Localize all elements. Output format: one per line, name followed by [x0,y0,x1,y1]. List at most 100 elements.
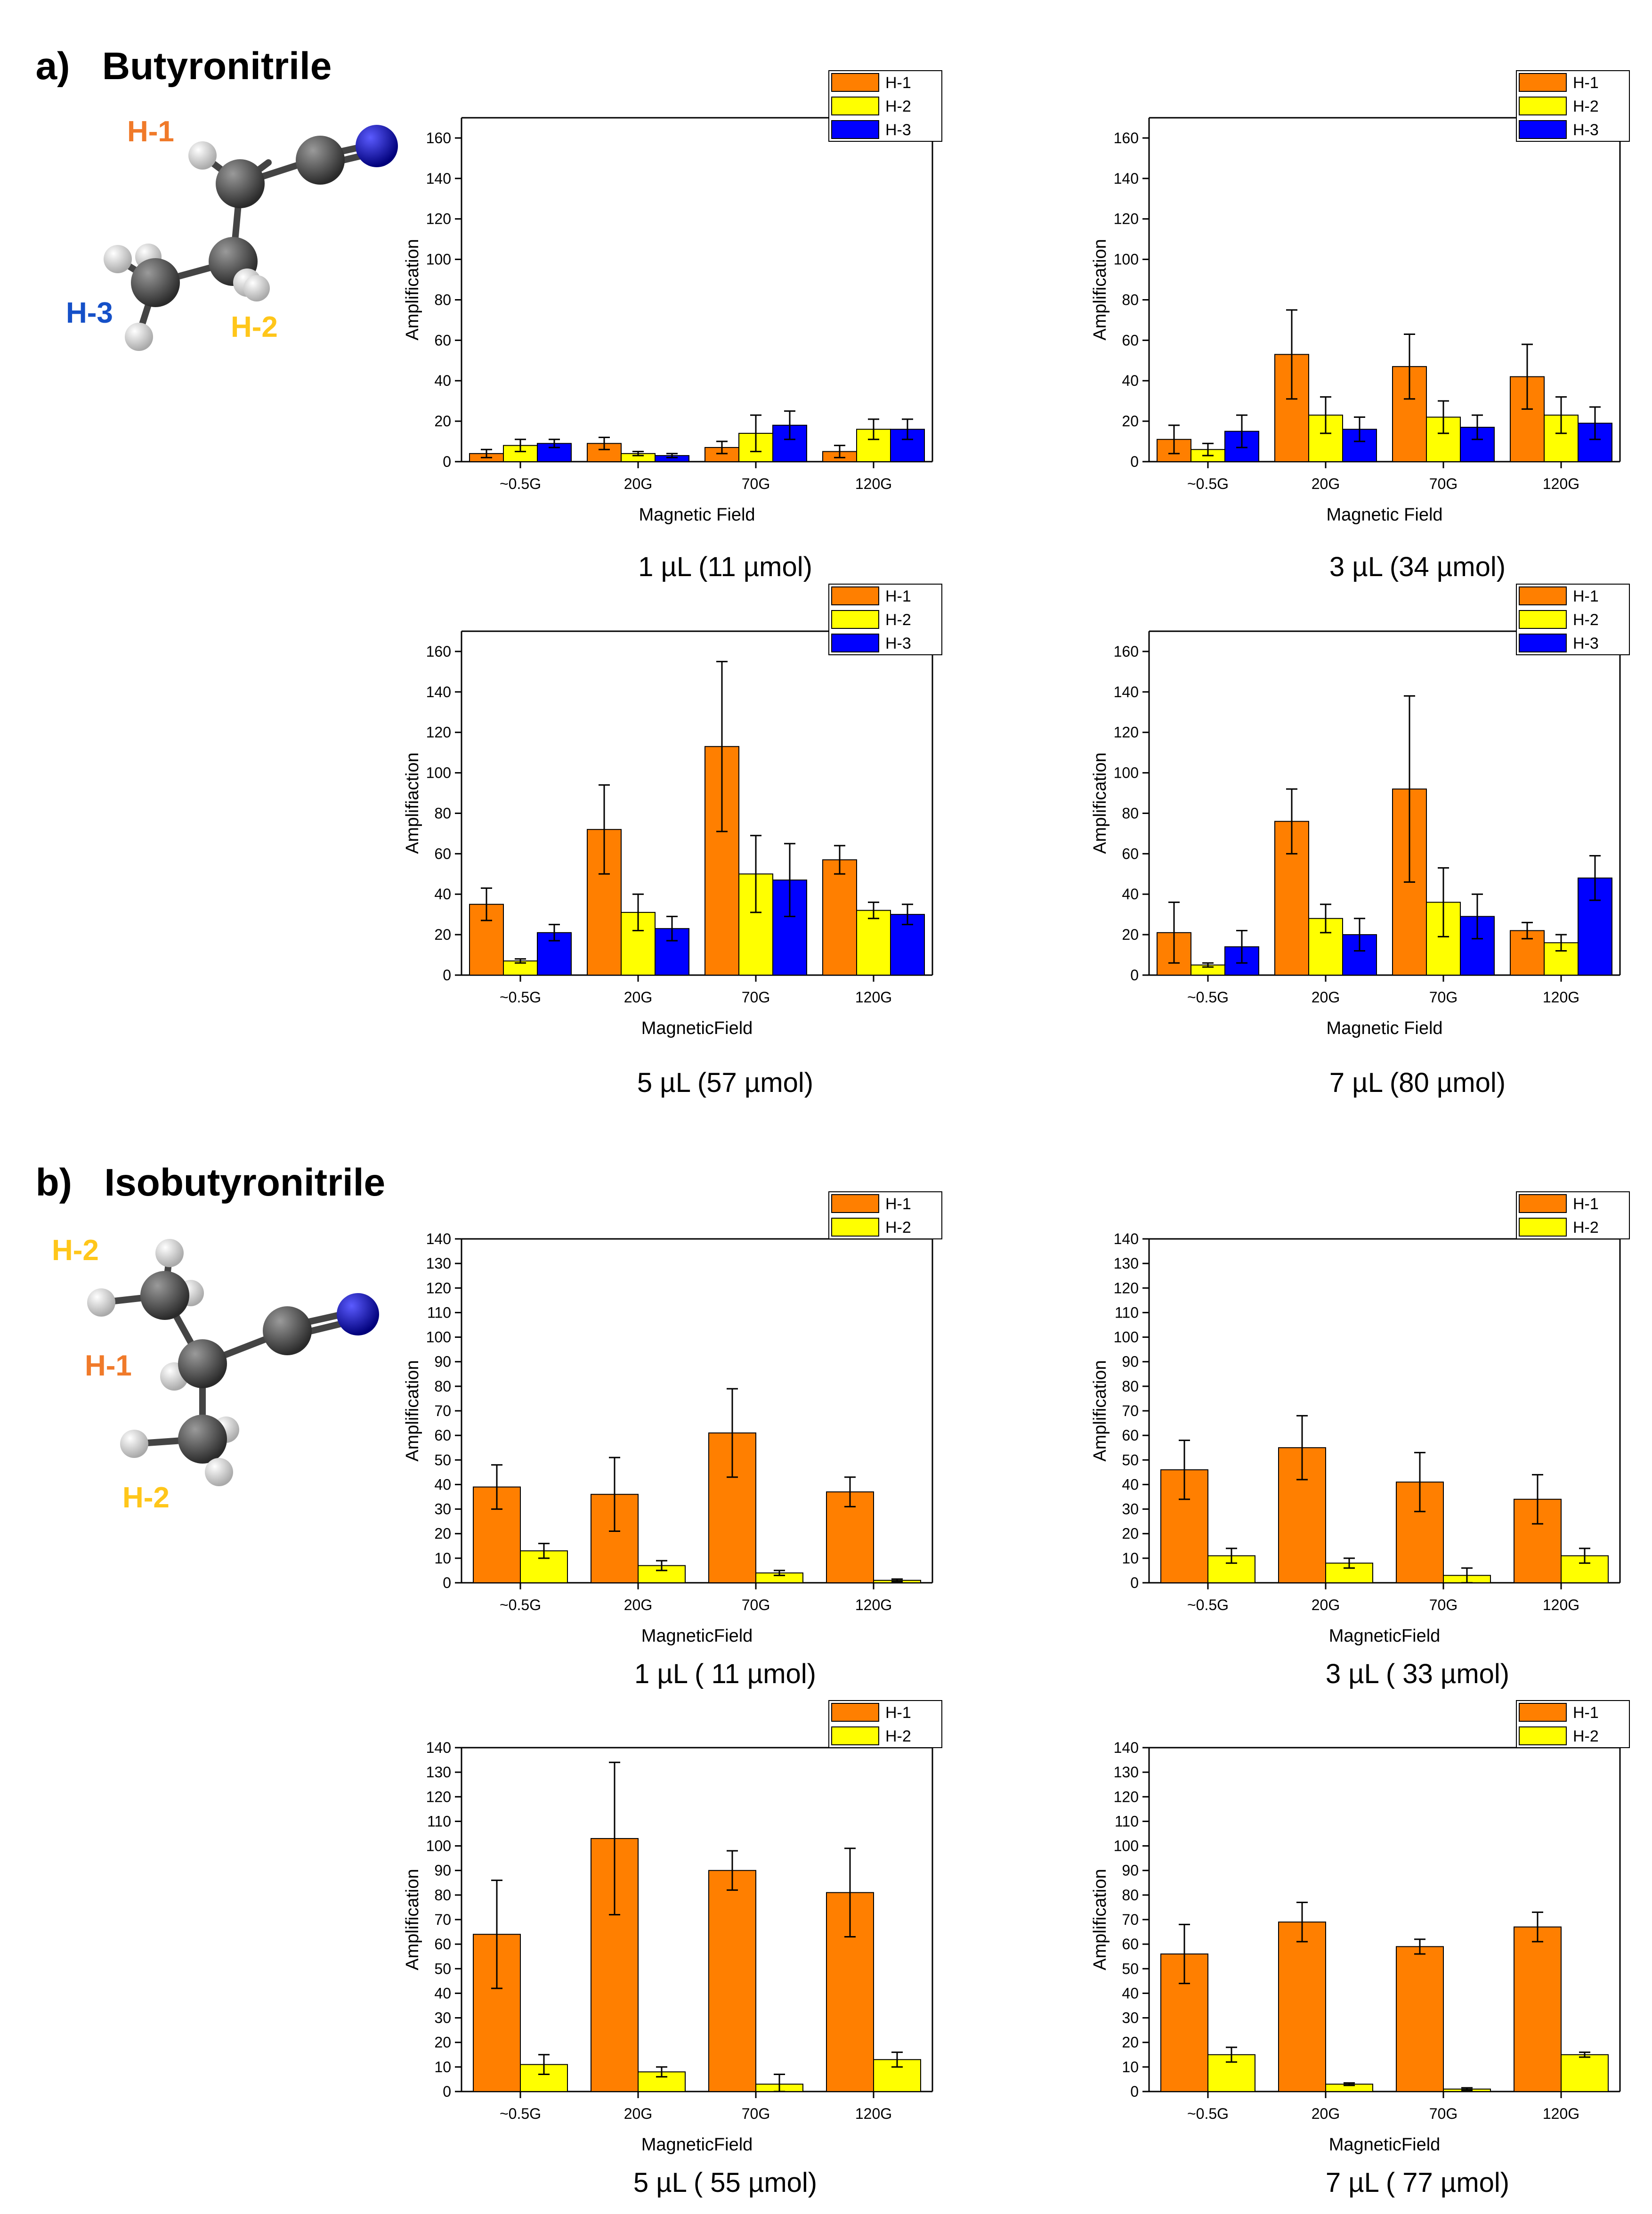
y-tick-label: 20 [1122,1525,1139,1542]
y-tick-label: 100 [1114,251,1139,268]
y-tick-label: 100 [426,251,451,268]
y-tick-label: 0 [443,1574,451,1591]
y-tick-label: 100 [426,765,451,781]
y-tick-label: 90 [1122,1353,1139,1370]
x-tick-label: 120G [1543,2105,1579,2122]
bar-h-1-70g [708,1870,756,2092]
y-tick-label: 120 [1114,1788,1139,1805]
y-axis-label: Amplification [1090,1360,1110,1461]
y-tick-label: 130 [426,1764,451,1781]
x-tick-label: 20G [1312,1596,1340,1613]
y-tick-label: 20 [434,2034,451,2051]
legend-swatch-h-1 [831,1703,879,1722]
legend-label-h-3: H-3 [1573,121,1599,139]
x-tick-label: 70G [1429,475,1458,492]
molecule-label-h1: H-1 [127,115,174,148]
chart-a2: 0 20 40 60 80 100 120 140 160 ~0.5G 20G 70G 120G Magn… [1090,70,1630,525]
section-a-title: Butyronitrile [102,45,332,88]
y-tick-label: 120 [426,724,451,741]
caption-b3: 5 µL ( 55 µmol) [633,2167,818,2198]
x-tick-label: ~0.5G [1187,1596,1229,1613]
y-axis-label: Amplification [1090,1869,1110,1970]
x-tick-label: ~0.5G [500,989,541,1006]
x-tick-label: 120G [1543,989,1579,1006]
y-tick-label: 20 [1122,413,1139,430]
bar-h-1-120g [1514,1926,1562,2092]
legend-label-h-2: H-2 [885,1219,911,1237]
y-tick-label: 0 [1130,453,1139,470]
legend-label-h-1: H-1 [1573,1195,1599,1213]
y-tick-label: 140 [426,1230,451,1247]
legend-swatch-h-2 [1519,97,1567,115]
y-tick-label: 110 [1115,1304,1139,1321]
y-tick-label: 60 [434,1427,451,1444]
y-tick-label: 60 [434,1936,451,1953]
y-tick-label: 0 [443,453,451,470]
y-tick-label: 30 [1122,1501,1139,1518]
y-tick-label: 50 [434,1960,451,1977]
x-tick-label: 70G [1429,989,1458,1006]
molecule-label-h3: H-3 [66,297,113,329]
x-tick-label: 120G [855,989,892,1006]
x-tick-label: 70G [742,989,770,1006]
x-tick-label: ~0.5G [1187,475,1229,492]
legend-swatch-h-2 [1519,1726,1567,1745]
x-tick-label: ~0.5G [1187,989,1229,1006]
section-b-title: Isobutyronitrile [104,1161,386,1204]
chart-b1: 0 10 20 30 40 50 60 70 80 90 100 110 120 130 140 ~0.5G 2… [403,1191,942,1646]
y-tick-label: 20 [434,1525,451,1542]
y-tick-label: 60 [1122,1427,1139,1444]
y-tick-label: 40 [434,886,451,903]
x-tick-label: 120G [855,2105,892,2122]
y-tick-label: 120 [1114,211,1139,228]
y-axis-label: Amplification [1090,752,1110,854]
chart-a4: 0 20 40 60 80 100 120 140 160 ~0.5G 20G 70G 120G Magn… [1090,584,1630,1038]
legend-label-h-2: H-2 [1573,611,1599,629]
y-tick-label: 110 [1115,1813,1139,1830]
x-tick-label: 70G [742,2105,770,2122]
y-tick-label: 0 [443,2083,451,2100]
y-tick-label: 40 [434,372,451,389]
legend-swatch-h-2 [831,1218,879,1237]
legend-label-h-1: H-1 [885,1195,911,1213]
x-tick-label: 20G [624,2105,652,2122]
x-tick-label: 120G [1543,475,1579,492]
x-tick-label: 70G [1429,1596,1458,1613]
legend-label-h-3: H-3 [885,121,911,139]
y-axis-label: Amplification [1090,239,1110,340]
section-b-letter: b) [35,1161,72,1204]
section-b-heading: b) Isobutyronitrile [14,1116,386,1205]
legend-swatch-h-1 [1519,1194,1567,1213]
y-tick-label: 70 [434,1402,451,1419]
y-tick-label: 30 [434,2010,451,2027]
y-tick-label: 80 [1122,291,1139,308]
y-tick-label: 70 [434,1911,451,1928]
y-tick-label: 80 [1122,805,1139,822]
legend-label-h-1: H-1 [885,74,911,92]
y-tick-label: 140 [426,684,451,700]
y-tick-label: 10 [434,1550,451,1567]
legend-swatch-h-2 [831,610,879,629]
caption-a4: 7 µL (80 µmol) [1329,1067,1506,1098]
y-tick-label: 60 [1122,845,1139,862]
y-tick-label: 120 [1114,1279,1139,1296]
y-tick-label: 160 [1114,643,1139,660]
legend-swatch-h-3 [831,634,879,652]
bar-h-2-120g [1561,2054,1609,2092]
y-tick-label: 50 [434,1451,451,1468]
legend-label-h-3: H-3 [885,635,911,652]
x-axis-label: MagneticField [1329,1626,1441,1646]
x-tick-label: 70G [742,1596,770,1613]
y-tick-label: 0 [1130,2083,1139,2100]
x-tick-label: 120G [1543,1596,1579,1613]
legend-swatch-h-3 [831,120,879,139]
y-tick-label: 0 [443,967,451,984]
x-axis-label: MagneticField [1329,2135,1441,2155]
legend-label-h-2: H-2 [885,98,911,115]
legend-label-h-1: H-1 [885,1704,911,1722]
legend-swatch-h-3 [1519,634,1567,652]
section-a-letter: a) [35,45,70,88]
legend-label-h-2: H-2 [885,1727,911,1745]
y-tick-label: 20 [1122,2034,1139,2051]
y-tick-label: 80 [1122,1887,1139,1904]
